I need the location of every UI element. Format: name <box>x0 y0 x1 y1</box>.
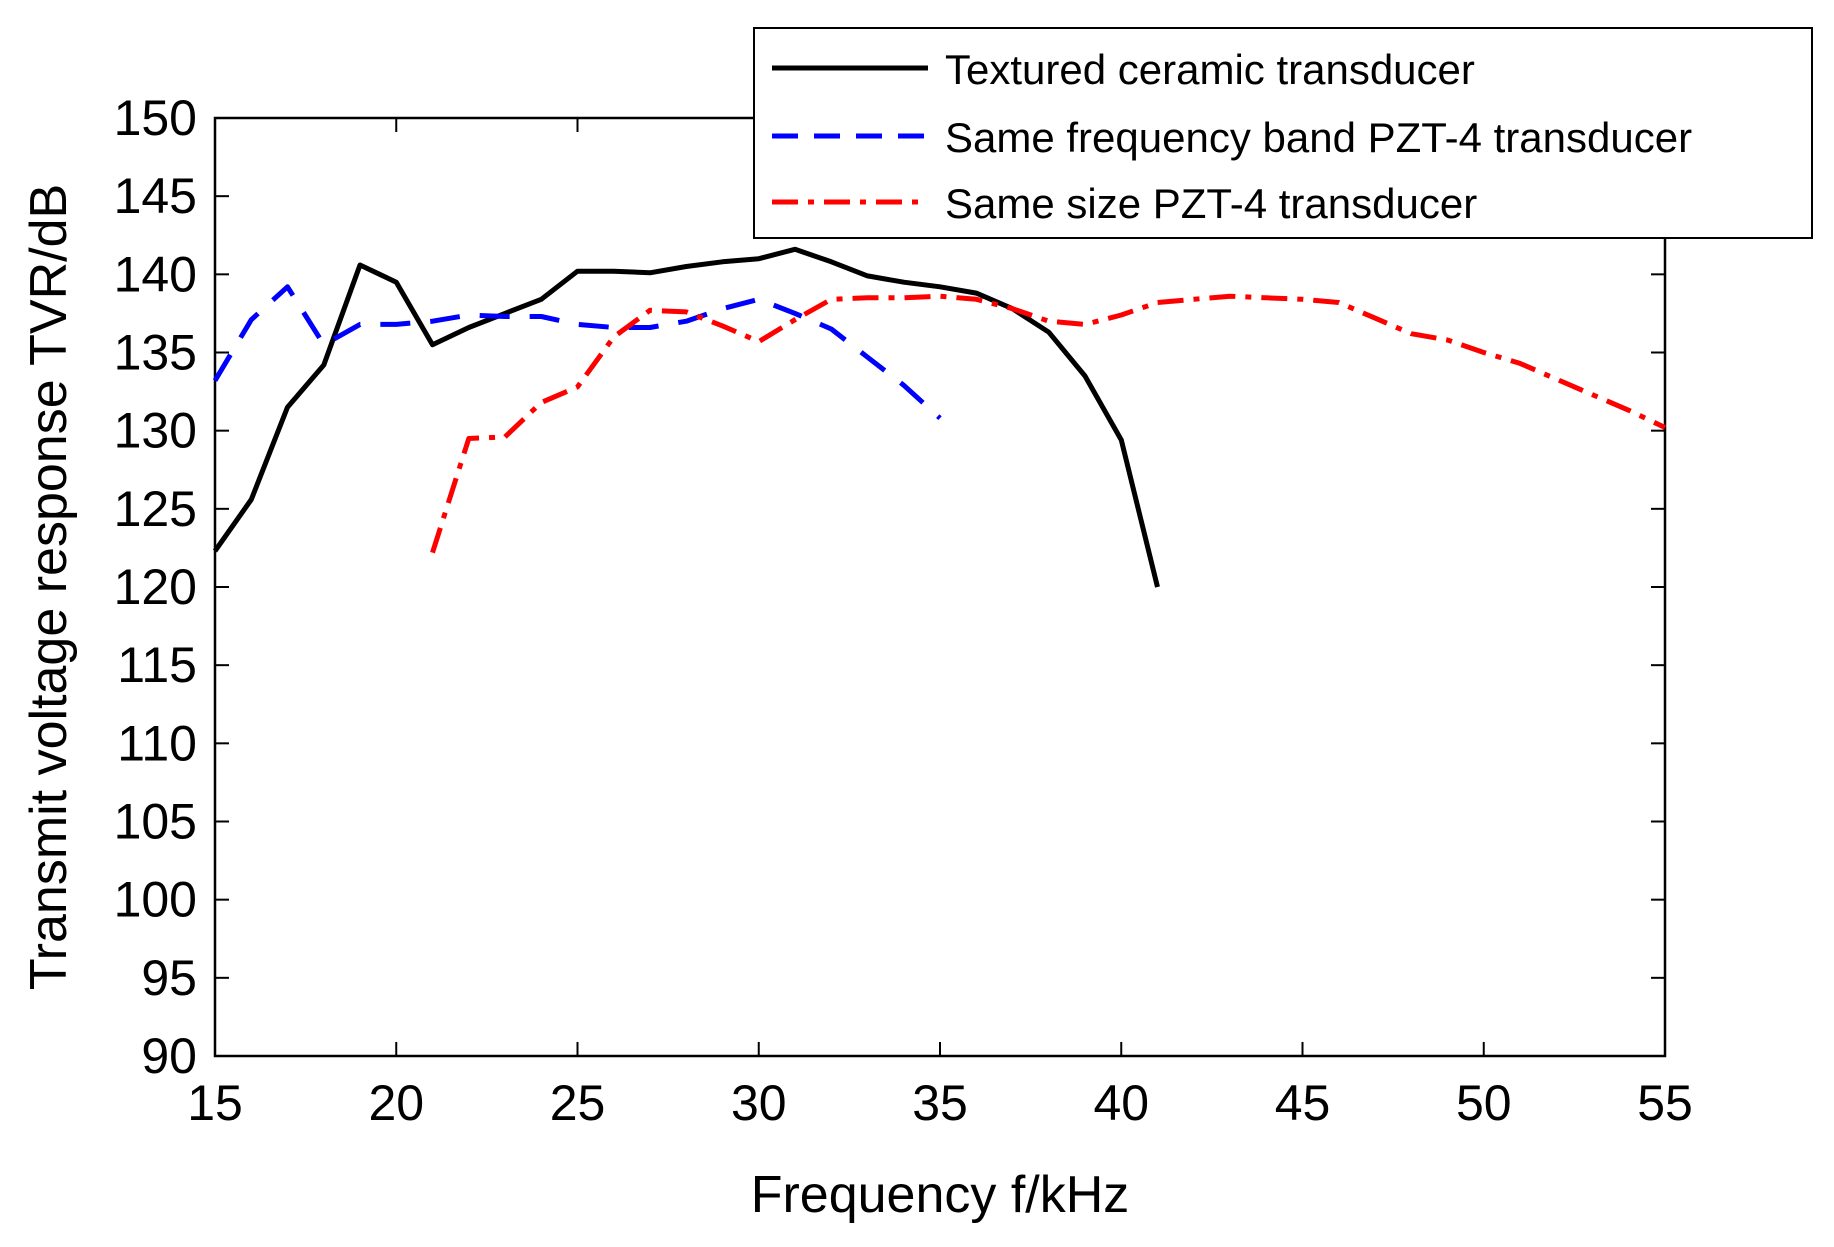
plot-area <box>213 116 1667 1058</box>
series-line-0 <box>212 246 1160 588</box>
y-axis-title: Transmit voltage response TVR/dB <box>20 184 78 990</box>
x-tick-label: 40 <box>1093 1075 1149 1131</box>
x-tick-label: 35 <box>912 1075 968 1131</box>
x-tick-label: 50 <box>1456 1075 1512 1131</box>
x-tick-label: 45 <box>1275 1075 1331 1131</box>
x-tick-label: 30 <box>731 1075 787 1131</box>
y-tick-label: 150 <box>114 90 197 146</box>
x-tick-label: 15 <box>187 1075 243 1131</box>
y-tick-label: 105 <box>114 794 197 850</box>
y-tick-label: 140 <box>114 246 197 302</box>
legend-label-band-pzt4: Same frequency band PZT-4 transducer <box>945 114 1692 161</box>
y-tick-label: 125 <box>114 481 197 537</box>
y-tick-label: 100 <box>114 872 197 928</box>
series-line-1 <box>212 284 942 421</box>
y-tick-label: 135 <box>114 325 197 381</box>
y-tick-label: 90 <box>141 1028 197 1084</box>
x-axis-title: Frequency f/kHz <box>751 1166 1130 1224</box>
x-tick-label: 25 <box>550 1075 606 1131</box>
y-tick-label: 95 <box>141 950 197 1006</box>
legend-box <box>753 27 1813 239</box>
y-tick-label: 145 <box>114 168 197 224</box>
y-tick-label: 130 <box>114 403 197 459</box>
x-tick-label: 20 <box>368 1075 424 1131</box>
legend: Textured ceramic transducer Same frequen… <box>753 27 1813 239</box>
series-line-2 <box>430 293 1667 554</box>
y-tick-label: 110 <box>117 715 197 771</box>
x-tick-label: 55 <box>1637 1075 1693 1131</box>
y-tick-label: 115 <box>117 637 197 693</box>
y-tick-label: 120 <box>114 559 197 615</box>
series-layer <box>212 246 1667 588</box>
tick-labels: 15 20 25 30 35 40 45 50 55 90 95 100 105 110 115 120 125… <box>114 90 1693 1131</box>
legend-label-size-pzt4: Same size PZT-4 transducer <box>945 180 1477 227</box>
legend-label-textured: Textured ceramic transducer <box>945 46 1475 93</box>
